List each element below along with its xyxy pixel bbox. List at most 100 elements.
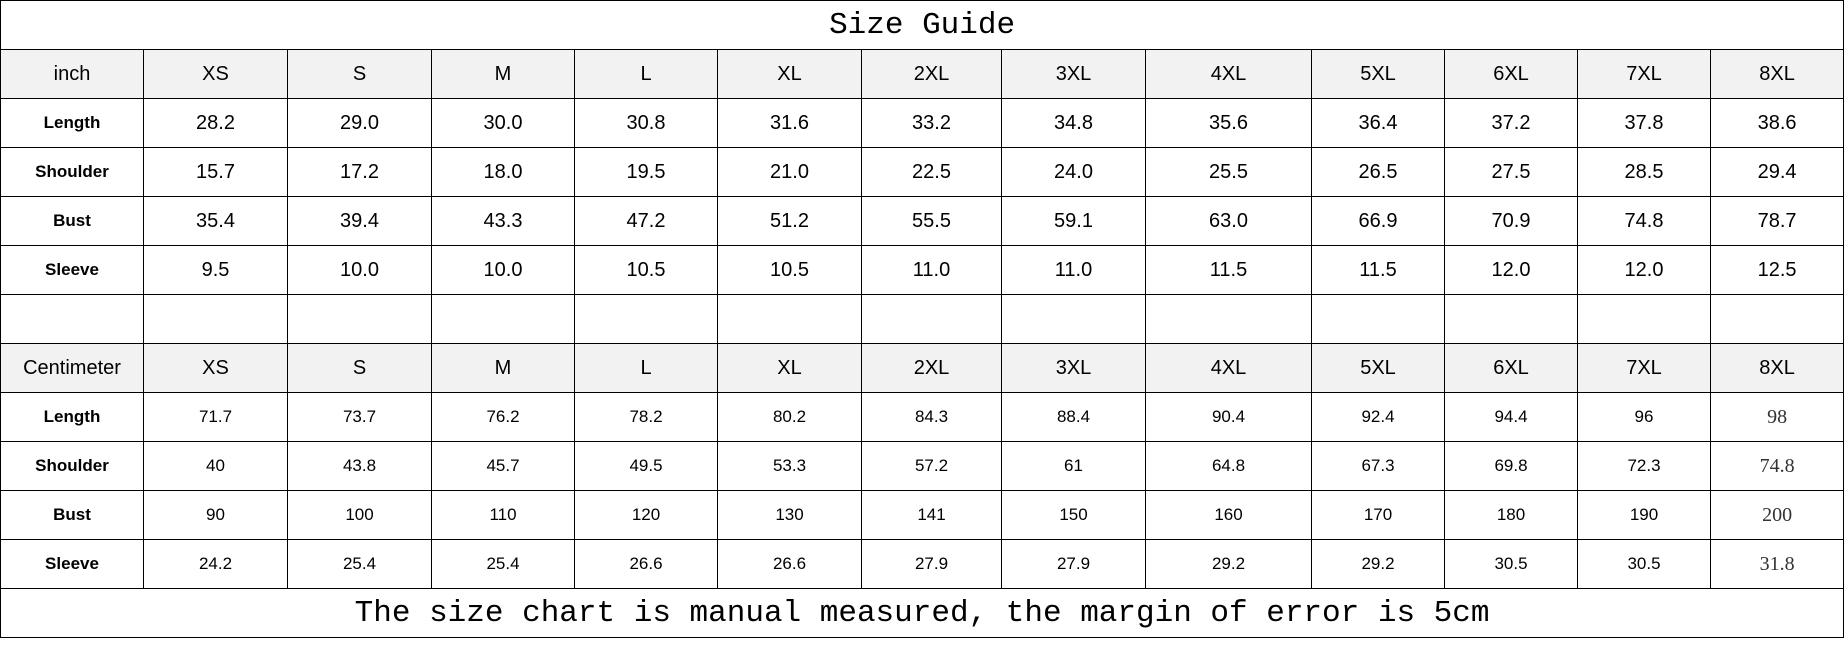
measurement-cell: 10.0 <box>431 245 575 295</box>
size-header: 2XL <box>861 49 1002 99</box>
measurement-cell: 72.3 <box>1577 441 1711 491</box>
measurement-cell: 30.5 <box>1577 539 1711 589</box>
measurement-cell: 55.5 <box>861 196 1002 246</box>
size-header: XL <box>717 49 862 99</box>
measurement-cell: 53.3 <box>717 441 862 491</box>
cm-header-row: Centimeter XS S M L XL 2XL 3XL 4XL 5XL 6XL 7XL 8XL <box>0 343 1844 393</box>
measurement-cell: 92.4 <box>1311 392 1445 442</box>
size-header: 5XL <box>1311 343 1445 393</box>
measurement-cell: 19.5 <box>574 147 718 197</box>
measurement-cell: 24.2 <box>143 539 288 589</box>
measurement-cell: 12.0 <box>1444 245 1578 295</box>
measurement-cell: 30.0 <box>431 98 575 148</box>
size-header: 4XL <box>1145 343 1312 393</box>
table-row: Length 28.2 29.0 30.0 30.8 31.6 33.2 34.8 35.6 36… <box>0 98 1844 148</box>
measurement-cell: 78.2 <box>574 392 718 442</box>
size-header: S <box>287 49 432 99</box>
measurement-cell: 73.7 <box>287 392 432 442</box>
measurement-cell: 160 <box>1145 490 1312 540</box>
measurement-cell: 25.4 <box>431 539 575 589</box>
measurement-cell: 200 <box>1709 490 1844 540</box>
measurement-cell: 26.5 <box>1311 147 1445 197</box>
measurement-cell: 12.5 <box>1709 245 1844 295</box>
empty-cell <box>0 294 144 344</box>
measurement-cell: 29.2 <box>1145 539 1312 589</box>
measurement-cell: 39.4 <box>287 196 432 246</box>
measurement-cell: 49.5 <box>574 441 718 491</box>
measurement-cell: 31.8 <box>1709 539 1844 589</box>
empty-cell <box>1709 294 1844 344</box>
measurement-cell: 69.8 <box>1444 441 1578 491</box>
measurement-cell: 9.5 <box>143 245 288 295</box>
measurement-cell: 170 <box>1311 490 1445 540</box>
measurement-cell: 43.8 <box>287 441 432 491</box>
measurement-cell: 15.7 <box>143 147 288 197</box>
measurement-cell: 37.2 <box>1444 98 1578 148</box>
measurement-cell: 35.6 <box>1145 98 1312 148</box>
measurement-cell: 67.3 <box>1311 441 1445 491</box>
size-header: M <box>431 49 575 99</box>
measurement-cell: 66.9 <box>1311 196 1445 246</box>
empty-cell <box>574 294 718 344</box>
measurement-cell: 18.0 <box>431 147 575 197</box>
measurement-cell: 28.2 <box>143 98 288 148</box>
measurement-cell: 43.3 <box>431 196 575 246</box>
measurement-cell: 26.6 <box>574 539 718 589</box>
measurement-cell: 10.0 <box>287 245 432 295</box>
row-label: Sleeve <box>0 245 144 295</box>
measurement-cell: 30.5 <box>1444 539 1578 589</box>
measurement-cell: 33.2 <box>861 98 1002 148</box>
measurement-cell: 29.2 <box>1311 539 1445 589</box>
empty-cell <box>431 294 575 344</box>
table-row: Bust 35.4 39.4 43.3 47.2 51.2 55.5 59.1 63.0 66.9… <box>0 196 1844 246</box>
row-label: Bust <box>0 490 144 540</box>
footer-note: The size chart is manual measured, the m… <box>0 588 1844 638</box>
size-header: 3XL <box>1001 343 1146 393</box>
empty-cell <box>717 294 862 344</box>
size-header: 7XL <box>1577 49 1711 99</box>
measurement-cell: 80.2 <box>717 392 862 442</box>
measurement-cell: 45.7 <box>431 441 575 491</box>
spacer-row <box>0 294 1844 344</box>
measurement-cell: 84.3 <box>861 392 1002 442</box>
inch-header-row: inch XS S M L XL 2XL 3XL 4XL 5XL 6XL 7XL 8XL <box>0 49 1844 99</box>
unit-label: Centimeter <box>0 343 144 393</box>
size-guide-table: Size Guide inch XS S M L XL 2XL 3XL 4XL 5XL 6XL 7XL… <box>0 0 1844 638</box>
size-header: 6XL <box>1444 343 1578 393</box>
row-label: Shoulder <box>0 441 144 491</box>
measurement-cell: 17.2 <box>287 147 432 197</box>
measurement-cell: 24.0 <box>1001 147 1146 197</box>
measurement-cell: 10.5 <box>574 245 718 295</box>
measurement-cell: 38.6 <box>1709 98 1844 148</box>
measurement-cell: 64.8 <box>1145 441 1312 491</box>
measurement-cell: 21.0 <box>717 147 862 197</box>
row-label: Length <box>0 98 144 148</box>
measurement-cell: 74.8 <box>1709 441 1844 491</box>
measurement-cell: 11.0 <box>861 245 1002 295</box>
row-label: Bust <box>0 196 144 246</box>
measurement-cell: 26.6 <box>717 539 862 589</box>
empty-cell <box>287 294 432 344</box>
table-row: Shoulder 15.7 17.2 18.0 19.5 21.0 22.5 24.0 25.5… <box>0 147 1844 197</box>
empty-cell <box>861 294 1002 344</box>
footer-row: The size chart is manual measured, the m… <box>0 588 1844 638</box>
measurement-cell: 25.4 <box>287 539 432 589</box>
table-row: Sleeve 9.5 10.0 10.0 10.5 10.5 11.0 11.0 11.5 11.… <box>0 245 1844 295</box>
measurement-cell: 36.4 <box>1311 98 1445 148</box>
size-header: XS <box>143 343 288 393</box>
size-header: L <box>574 343 718 393</box>
measurement-cell: 51.2 <box>717 196 862 246</box>
empty-cell <box>1444 294 1578 344</box>
measurement-cell: 27.9 <box>1001 539 1146 589</box>
measurement-cell: 40 <box>143 441 288 491</box>
measurement-cell: 98 <box>1709 392 1844 442</box>
size-header: 8XL <box>1709 343 1844 393</box>
measurement-cell: 120 <box>574 490 718 540</box>
measurement-cell: 22.5 <box>861 147 1002 197</box>
measurement-cell: 96 <box>1577 392 1711 442</box>
size-header: 3XL <box>1001 49 1146 99</box>
empty-cell <box>1577 294 1711 344</box>
measurement-cell: 27.5 <box>1444 147 1578 197</box>
measurement-cell: 61 <box>1001 441 1146 491</box>
size-header: 8XL <box>1709 49 1844 99</box>
